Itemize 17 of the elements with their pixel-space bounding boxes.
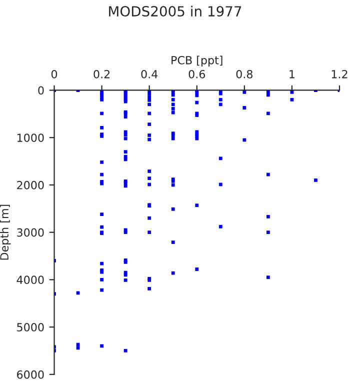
y-tick-label: 0 xyxy=(38,86,44,95)
x-tick-label: 0.2 xyxy=(94,70,110,78)
y-axis-title: Depth [m] xyxy=(0,204,11,260)
y-tick-label: 6000 xyxy=(17,370,44,379)
x-tick-label: 0.8 xyxy=(236,70,252,78)
x-axis-title: PCB [ppt] xyxy=(172,56,222,67)
y-tick-label: 3000 xyxy=(17,228,44,237)
y-tick-label: 1000 xyxy=(17,134,44,142)
y-tick-label: 2000 xyxy=(17,180,44,190)
x-tick-label: 0.4 xyxy=(141,70,158,78)
y-tick-label: 5000 xyxy=(17,323,44,332)
y-tick-label: 4000 xyxy=(16,276,44,284)
x-tick-label: 1.2 xyxy=(332,70,348,78)
x-tick-label: 0 xyxy=(51,70,58,78)
x-tick-label: 0.6 xyxy=(188,70,206,78)
chart-title: MODS2005 in 1977 xyxy=(109,6,242,17)
x-tick-label: 1 xyxy=(290,70,294,78)
